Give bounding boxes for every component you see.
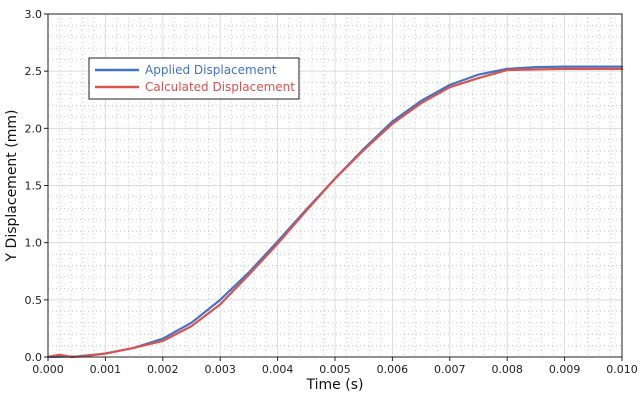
y-tick-label: 0.0 [25,351,43,364]
legend: Applied Displacement Calculated Displacem… [88,57,300,100]
x-tick-label: 0.009 [549,363,581,376]
y-tick-label: 1.5 [25,180,43,193]
y-tick-label: 0.5 [25,294,43,307]
x-tick-label: 0.002 [147,363,179,376]
y-tick-label: 2.5 [25,65,43,78]
x-tick-label: 0.008 [491,363,523,376]
series-layer [46,65,624,359]
y-axis-ticks: 0.0 0.5 1.0 1.5 2.0 2.5 3.0 [25,8,48,364]
y-tick-label: 2.0 [25,122,43,135]
y-axis-title: Y Displacement (mm) [4,110,20,263]
x-axis-title: Time (s) [306,377,364,393]
x-tick-label: 0.004 [262,363,294,376]
x-tick-label: 0.000 [32,363,64,376]
y-tick-label: 1.0 [25,237,43,250]
x-tick-label: 0.001 [90,363,122,376]
legend-entry: Calculated Displacement [145,80,295,94]
series-line-1 [46,67,624,359]
x-tick-label: 0.003 [204,363,236,376]
legend-entry: Applied Displacement [145,63,277,77]
x-tick-label: 0.006 [377,363,409,376]
x-tick-label: 0.005 [319,363,351,376]
x-axis-ticks: 0.000 0.001 0.002 0.003 0.004 0.005 0.006 0.007… [32,357,638,376]
y-tick-label: 3.0 [25,8,43,21]
legend-box [88,57,300,100]
x-tick-label: 0.007 [434,363,466,376]
x-tick-label: 0.010 [606,363,638,376]
